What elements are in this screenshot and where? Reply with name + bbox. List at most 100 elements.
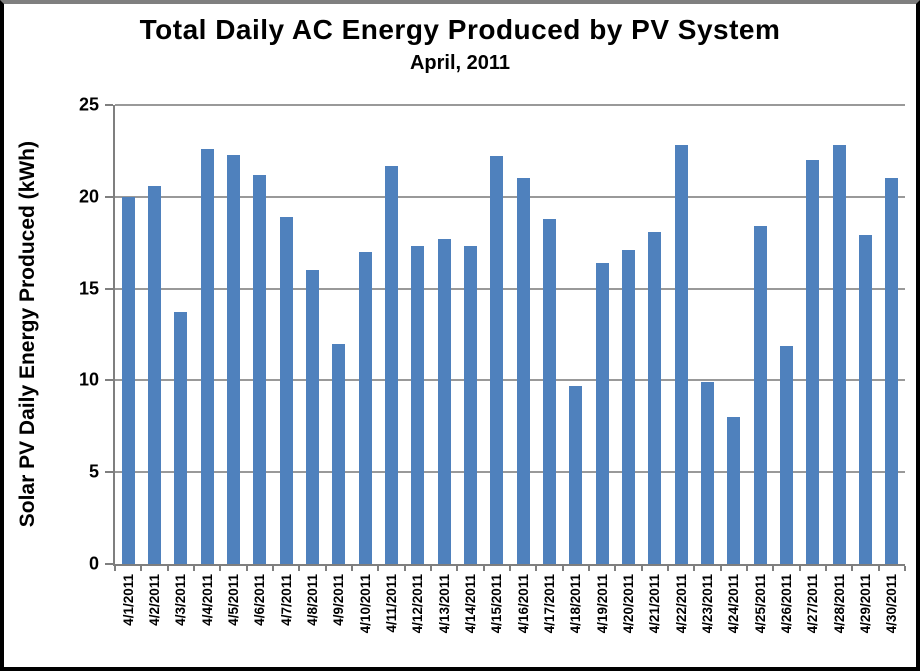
y-axis-line	[113, 105, 115, 566]
x-tick-mark	[166, 566, 169, 571]
x-axis-labels: 4/1/2011 4/2/2011 4/3/2011 4/4/2011 4/5/2011…	[115, 574, 905, 664]
x-tick-mark	[772, 566, 775, 571]
y-tick-mark	[105, 563, 113, 565]
bar	[753, 226, 767, 564]
y-axis-title: Solar PV Daily Energy Produced (kWh)	[16, 141, 39, 528]
bar-cell	[747, 105, 773, 564]
x-label-cell: 4/29/2011	[852, 574, 878, 664]
y-axis-title-wrap: Solar PV Daily Energy Produced (kWh)	[16, 105, 40, 564]
chart-subtitle: April, 2011	[409, 52, 511, 74]
x-axis-label: 4/24/2011	[726, 574, 742, 634]
x-tick-mark	[482, 566, 485, 571]
x-label-cell: 4/30/2011	[879, 574, 905, 664]
gridline	[115, 104, 905, 106]
bar-cell	[220, 105, 246, 564]
bar	[542, 218, 556, 564]
bar	[358, 251, 372, 564]
plot-area: 0 5 10 15 20 25	[79, 95, 906, 574]
chart-title: Total Daily AC Energy Produced by PV Sys…	[139, 14, 781, 45]
bar-cell	[247, 105, 273, 564]
x-axis-label: 4/4/2011	[199, 574, 215, 626]
x-axis-label: 4/17/2011	[541, 574, 557, 634]
bar	[305, 270, 319, 564]
y-tick-label: 5	[88, 461, 99, 482]
y-tick-mark	[105, 104, 113, 106]
x-tick-mark	[456, 566, 459, 571]
x-label-cell: 4/3/2011	[168, 574, 194, 664]
x-label-cell: 4/20/2011	[615, 574, 641, 664]
x-tick-mark	[245, 566, 248, 571]
x-label-cell: 4/6/2011	[247, 574, 273, 664]
bar	[174, 312, 188, 564]
x-label-cell: 4/14/2011	[457, 574, 483, 664]
x-label-cell: 4/5/2011	[220, 574, 246, 664]
bar-cell	[194, 105, 220, 564]
x-label-cell: 4/16/2011	[510, 574, 536, 664]
x-label-cell: 4/26/2011	[773, 574, 799, 664]
x-tick-mark	[719, 566, 722, 571]
bar	[648, 231, 662, 564]
x-axis-label: 4/29/2011	[857, 574, 873, 634]
bar-cell	[352, 105, 378, 564]
bar	[700, 382, 714, 564]
x-axis-label: 4/23/2011	[699, 574, 715, 634]
x-axis-label: 4/14/2011	[462, 574, 478, 634]
bar-cell	[642, 105, 668, 564]
bar	[226, 154, 240, 564]
x-axis-label: 4/22/2011	[673, 574, 689, 634]
x-axis-label: 4/9/2011	[331, 574, 347, 626]
x-axis-label: 4/25/2011	[752, 574, 768, 634]
bar-cell	[457, 105, 483, 564]
bar-cell	[694, 105, 720, 564]
bar-cell	[168, 105, 194, 564]
x-axis-label: 4/30/2011	[884, 574, 900, 634]
y-tick-mark	[105, 287, 113, 290]
bar	[147, 185, 161, 564]
bar	[621, 250, 635, 564]
y-tick-label: 25	[78, 94, 99, 115]
x-tick-mark	[509, 566, 511, 571]
x-tick-mark	[851, 566, 854, 571]
x-tick-mark	[746, 566, 748, 571]
x-label-cell: 4/11/2011	[378, 574, 404, 664]
bar	[463, 246, 477, 564]
x-axis-label: 4/7/2011	[278, 574, 294, 626]
bar-cell	[563, 105, 589, 564]
x-axis-label: 4/2/2011	[146, 574, 162, 626]
x-axis-label: 4/28/2011	[831, 574, 847, 634]
x-label-cell: 4/23/2011	[694, 574, 720, 664]
x-label-cell: 4/24/2011	[721, 574, 747, 664]
bar	[858, 235, 872, 564]
y-tick-mark	[105, 195, 113, 198]
x-axis-label: 4/12/2011	[410, 574, 426, 634]
bar	[806, 160, 820, 564]
bar	[832, 145, 846, 564]
x-tick-mark	[351, 566, 353, 571]
bar-cell	[141, 105, 167, 564]
bar-cell	[668, 105, 694, 564]
x-tick-mark	[535, 566, 538, 571]
x-label-cell: 4/21/2011	[642, 574, 668, 664]
bar	[779, 345, 793, 564]
gridline	[115, 287, 905, 290]
x-axis-label: 4/5/2011	[225, 574, 241, 626]
x-tick-mark	[272, 566, 274, 571]
bar-cell	[326, 105, 352, 564]
y-tick-mark	[105, 379, 113, 382]
bar	[253, 174, 267, 564]
gridline	[115, 195, 905, 198]
bar-cell	[852, 105, 878, 564]
bar	[516, 178, 530, 564]
bar-cell	[536, 105, 562, 564]
bar	[569, 385, 583, 564]
gridline	[115, 471, 905, 474]
x-label-cell: 4/1/2011	[115, 574, 141, 664]
x-tick-mark	[219, 566, 222, 571]
bar-cell	[615, 105, 641, 564]
y-tick-label: 15	[78, 278, 99, 299]
bar-series	[115, 105, 905, 564]
bar-cell	[273, 105, 299, 564]
x-label-cell: 4/7/2011	[273, 574, 299, 664]
x-label-cell: 4/22/2011	[668, 574, 694, 664]
x-axis-label: 4/6/2011	[252, 574, 268, 626]
